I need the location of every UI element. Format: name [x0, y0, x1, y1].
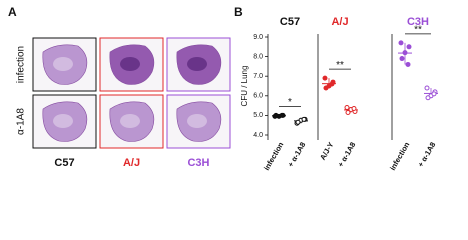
- tissue-detail: [120, 57, 140, 71]
- chart-title: C57: [280, 16, 300, 28]
- data-point: [344, 105, 350, 111]
- x-tick-label: + α-1A8: [336, 140, 357, 168]
- tissue-detail: [187, 57, 207, 71]
- y-tick-label: 4.0: [253, 132, 263, 139]
- y-tick-label: 5.0: [253, 112, 263, 119]
- data-point: [322, 75, 328, 81]
- x-tick-label: infection: [262, 140, 286, 172]
- y-tick-label: 8.0: [253, 53, 263, 60]
- significance-label: **: [414, 25, 422, 36]
- tissue-detail: [53, 57, 73, 71]
- x-tick-label: + α-1A8: [416, 140, 437, 168]
- panel-label: B: [234, 5, 243, 19]
- data-point: [402, 50, 408, 56]
- tissue-detail: [187, 114, 207, 128]
- chart-title: C3H: [407, 16, 429, 28]
- x-tick-label: A/J-Y: [318, 140, 335, 161]
- y-axis-label: CFU / Lung: [240, 66, 249, 107]
- data-point: [405, 61, 411, 67]
- data-point: [329, 81, 335, 87]
- tissue-detail: [120, 114, 140, 128]
- data-point: [279, 112, 285, 118]
- x-tick-label: infection: [388, 140, 412, 172]
- significance-label: *: [288, 97, 292, 108]
- data-point: [425, 95, 431, 101]
- data-point: [398, 40, 404, 46]
- tissue-detail: [53, 114, 73, 128]
- data-point: [273, 112, 279, 118]
- y-tick-label: 9.0: [253, 34, 263, 41]
- column-label: C57: [54, 157, 74, 169]
- y-tick-label: 6.0: [253, 93, 263, 100]
- data-point: [431, 91, 437, 97]
- data-point: [301, 116, 307, 122]
- x-tick-label: + α-1A8: [286, 140, 307, 168]
- y-tick-label: 7.0: [253, 73, 263, 80]
- column-label: A/J: [123, 157, 140, 169]
- row-label: α-1A8: [16, 108, 27, 135]
- panel-label: A: [8, 5, 17, 19]
- data-point: [406, 44, 412, 50]
- data-point: [295, 119, 301, 125]
- data-point: [345, 109, 351, 115]
- significance-label: **: [336, 60, 344, 71]
- data-point: [424, 85, 430, 91]
- data-point: [323, 85, 329, 91]
- row-label: infection: [16, 46, 27, 83]
- column-label: C3H: [187, 157, 209, 169]
- data-point: [351, 106, 357, 112]
- chart-title: A/J: [331, 16, 348, 28]
- data-point: [399, 56, 405, 62]
- figure: A B CFU / Lung infection α-1A8 C57 A/J C3H C5…: [8, 5, 438, 172]
